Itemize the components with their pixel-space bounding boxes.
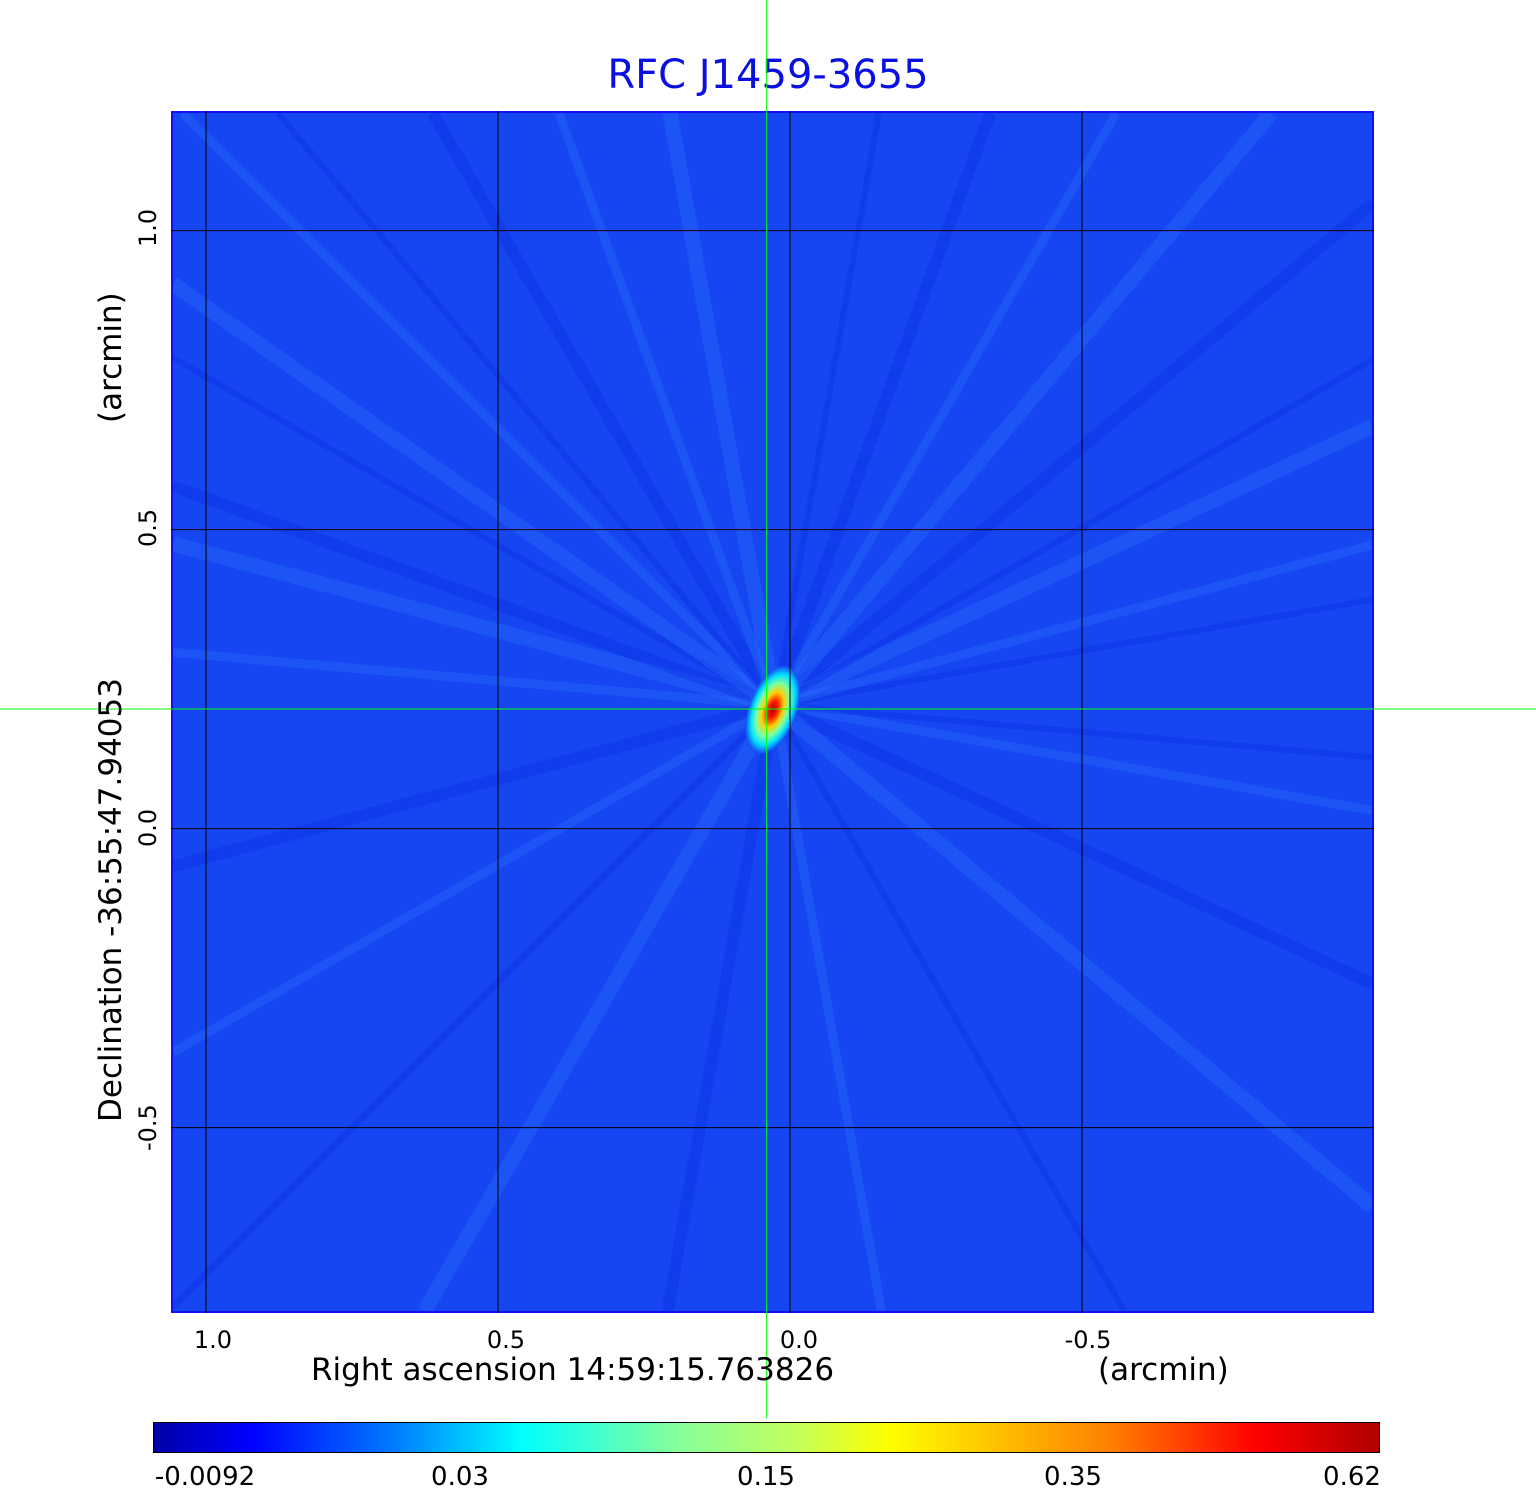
sidelobe-streak bbox=[770, 113, 1121, 708]
y-tick-label: 0.5 bbox=[134, 508, 162, 548]
sidelobe-streak bbox=[774, 702, 1372, 761]
x-tick-label: 1.0 bbox=[193, 1326, 233, 1354]
sidelobe-streak bbox=[662, 113, 782, 707]
y-tick-label: -0.5 bbox=[134, 1104, 162, 1152]
colorbar-tick-label: -0.0092 bbox=[154, 1462, 256, 1492]
sidelobe-streak bbox=[770, 704, 886, 1311]
image-plot-area[interactable] bbox=[171, 111, 1374, 1313]
sidelobe-streak bbox=[173, 701, 777, 1057]
sidelobe-streak bbox=[771, 419, 1372, 712]
sidelobe-streak bbox=[768, 113, 996, 708]
sidelobe-streak bbox=[773, 540, 1372, 710]
sidelobe-streak bbox=[173, 355, 776, 708]
sidelobe-streak bbox=[769, 699, 1372, 1213]
y-axis-unit: (arcmin) bbox=[93, 292, 129, 424]
y-tick-label: 0.0 bbox=[134, 808, 162, 848]
y-tick-label: 1.0 bbox=[134, 208, 162, 248]
colorbar-tick-label: 0.15 bbox=[737, 1462, 795, 1492]
x-tick-label: -0.5 bbox=[1064, 1326, 1112, 1354]
radio-image bbox=[173, 113, 1372, 1311]
x-tick-label: 0.5 bbox=[486, 1326, 526, 1354]
sidelobe-streak bbox=[173, 647, 775, 710]
sidelobe-streak bbox=[554, 113, 779, 707]
chart-title: RFC J1459-3655 bbox=[607, 52, 929, 98]
sidelobe-streak bbox=[771, 699, 1372, 990]
sidelobe-streak bbox=[173, 536, 777, 713]
sidelobe-streak bbox=[768, 113, 1278, 710]
sidelobe-streak bbox=[173, 480, 777, 711]
sidelobe-streak bbox=[179, 113, 778, 709]
sidelobe-streak bbox=[771, 113, 882, 706]
x-axis-label: Right ascension 14:59:15.763826 bbox=[311, 1352, 835, 1388]
sidelobe-streak bbox=[173, 702, 777, 1309]
radio-source bbox=[745, 665, 801, 754]
sidelobe-streak bbox=[771, 703, 1127, 1311]
y-axis-label: Declination -36:55:47.94053 bbox=[93, 678, 129, 1122]
sidelobe-streak bbox=[275, 113, 777, 707]
colorbar-tick-label: 0.35 bbox=[1044, 1462, 1102, 1492]
colorbar-tick-label: 0.62 bbox=[1323, 1462, 1381, 1492]
x-tick-label: 0.0 bbox=[779, 1326, 819, 1354]
x-axis-unit: (arcmin) bbox=[1098, 1352, 1229, 1388]
colorbar bbox=[153, 1422, 1380, 1453]
sidelobe-streak bbox=[770, 199, 1372, 710]
sidelobe-streak bbox=[773, 357, 1372, 708]
sidelobe-streak bbox=[773, 596, 1372, 708]
sidelobe-streak bbox=[773, 700, 1372, 815]
sidelobe-streak bbox=[661, 703, 781, 1311]
sidelobe-streak bbox=[173, 277, 779, 712]
colorbar-tick-label: 0.03 bbox=[431, 1462, 489, 1492]
sidelobe-streak bbox=[173, 699, 777, 872]
sidelobe-streak bbox=[427, 113, 780, 709]
sidelobe-streak bbox=[418, 701, 781, 1311]
